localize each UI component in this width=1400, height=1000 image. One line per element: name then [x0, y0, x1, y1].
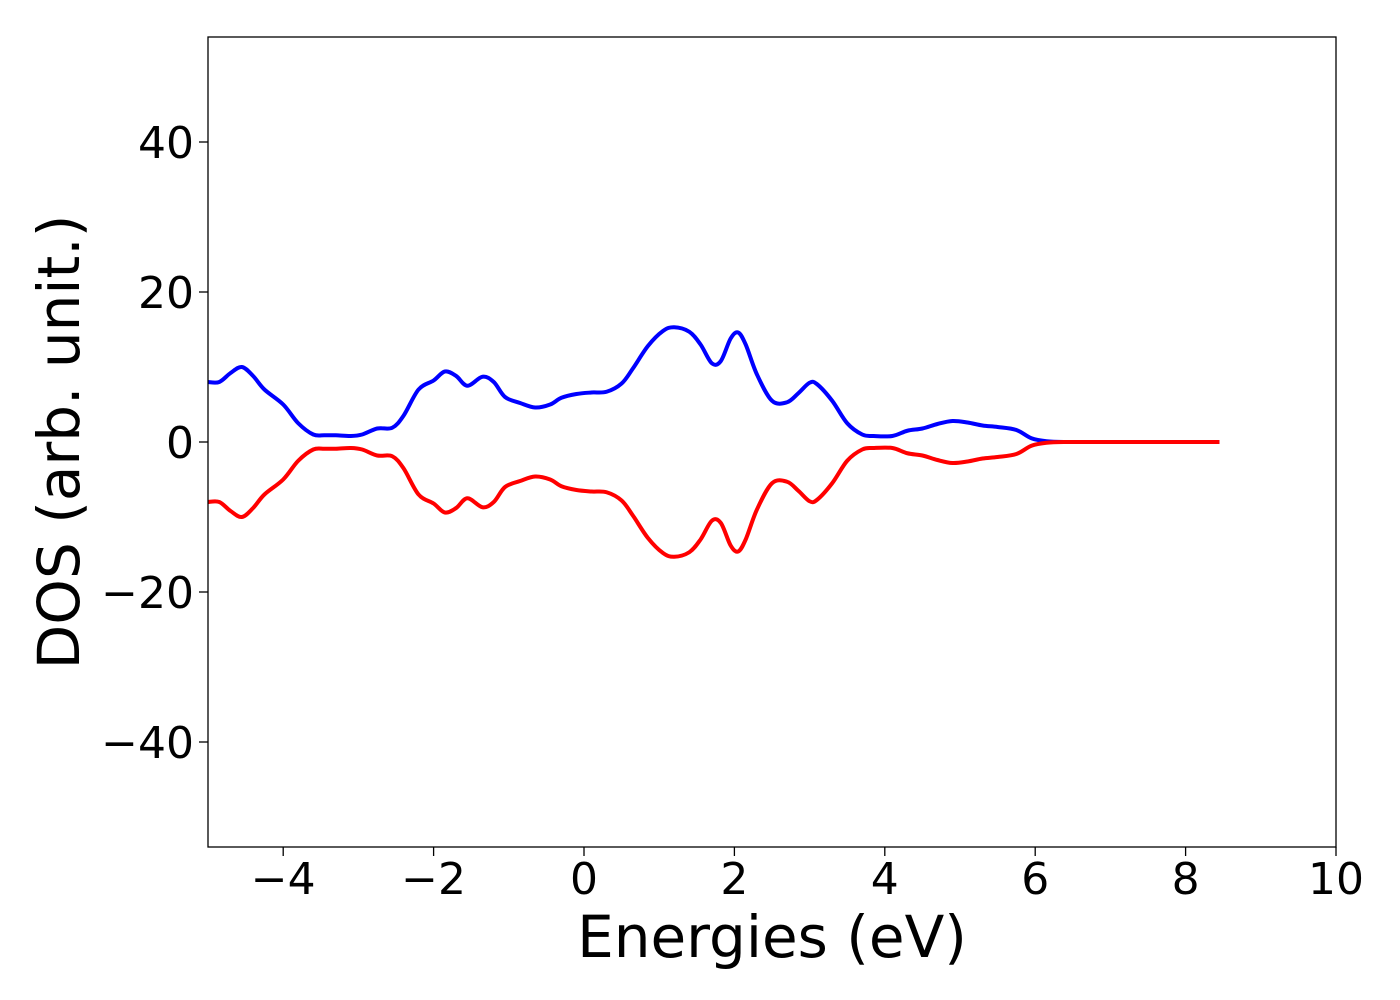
- y-axis-ticks: −40 −20 0 20 40: [101, 118, 208, 769]
- x-axis-label: Energies (eV): [577, 903, 967, 971]
- x-tick-label: 8: [1172, 854, 1200, 905]
- x-tick-label: 10: [1308, 854, 1364, 905]
- x-tick-label: 2: [720, 854, 748, 905]
- y-axis-label: DOS (arb. unit.): [25, 215, 93, 670]
- y-tick-label: 0: [166, 418, 194, 469]
- x-tick-label: 4: [871, 854, 899, 905]
- x-tick-label: −2: [401, 854, 466, 905]
- y-tick-label: 40: [138, 118, 194, 169]
- x-tick-label: 6: [1021, 854, 1049, 905]
- y-tick-label: 20: [138, 268, 194, 319]
- x-tick-label: 0: [570, 854, 598, 905]
- series-line-1: [208, 325, 1220, 445]
- series-line-2: [208, 439, 1220, 559]
- x-tick-label: −4: [251, 854, 316, 905]
- x-axis-ticks: −4 −2 0 2 4 6 8 10: [251, 847, 1364, 905]
- y-tick-label: −40: [101, 718, 194, 769]
- series-curves: [208, 325, 1220, 559]
- y-tick-label: −20: [101, 568, 194, 619]
